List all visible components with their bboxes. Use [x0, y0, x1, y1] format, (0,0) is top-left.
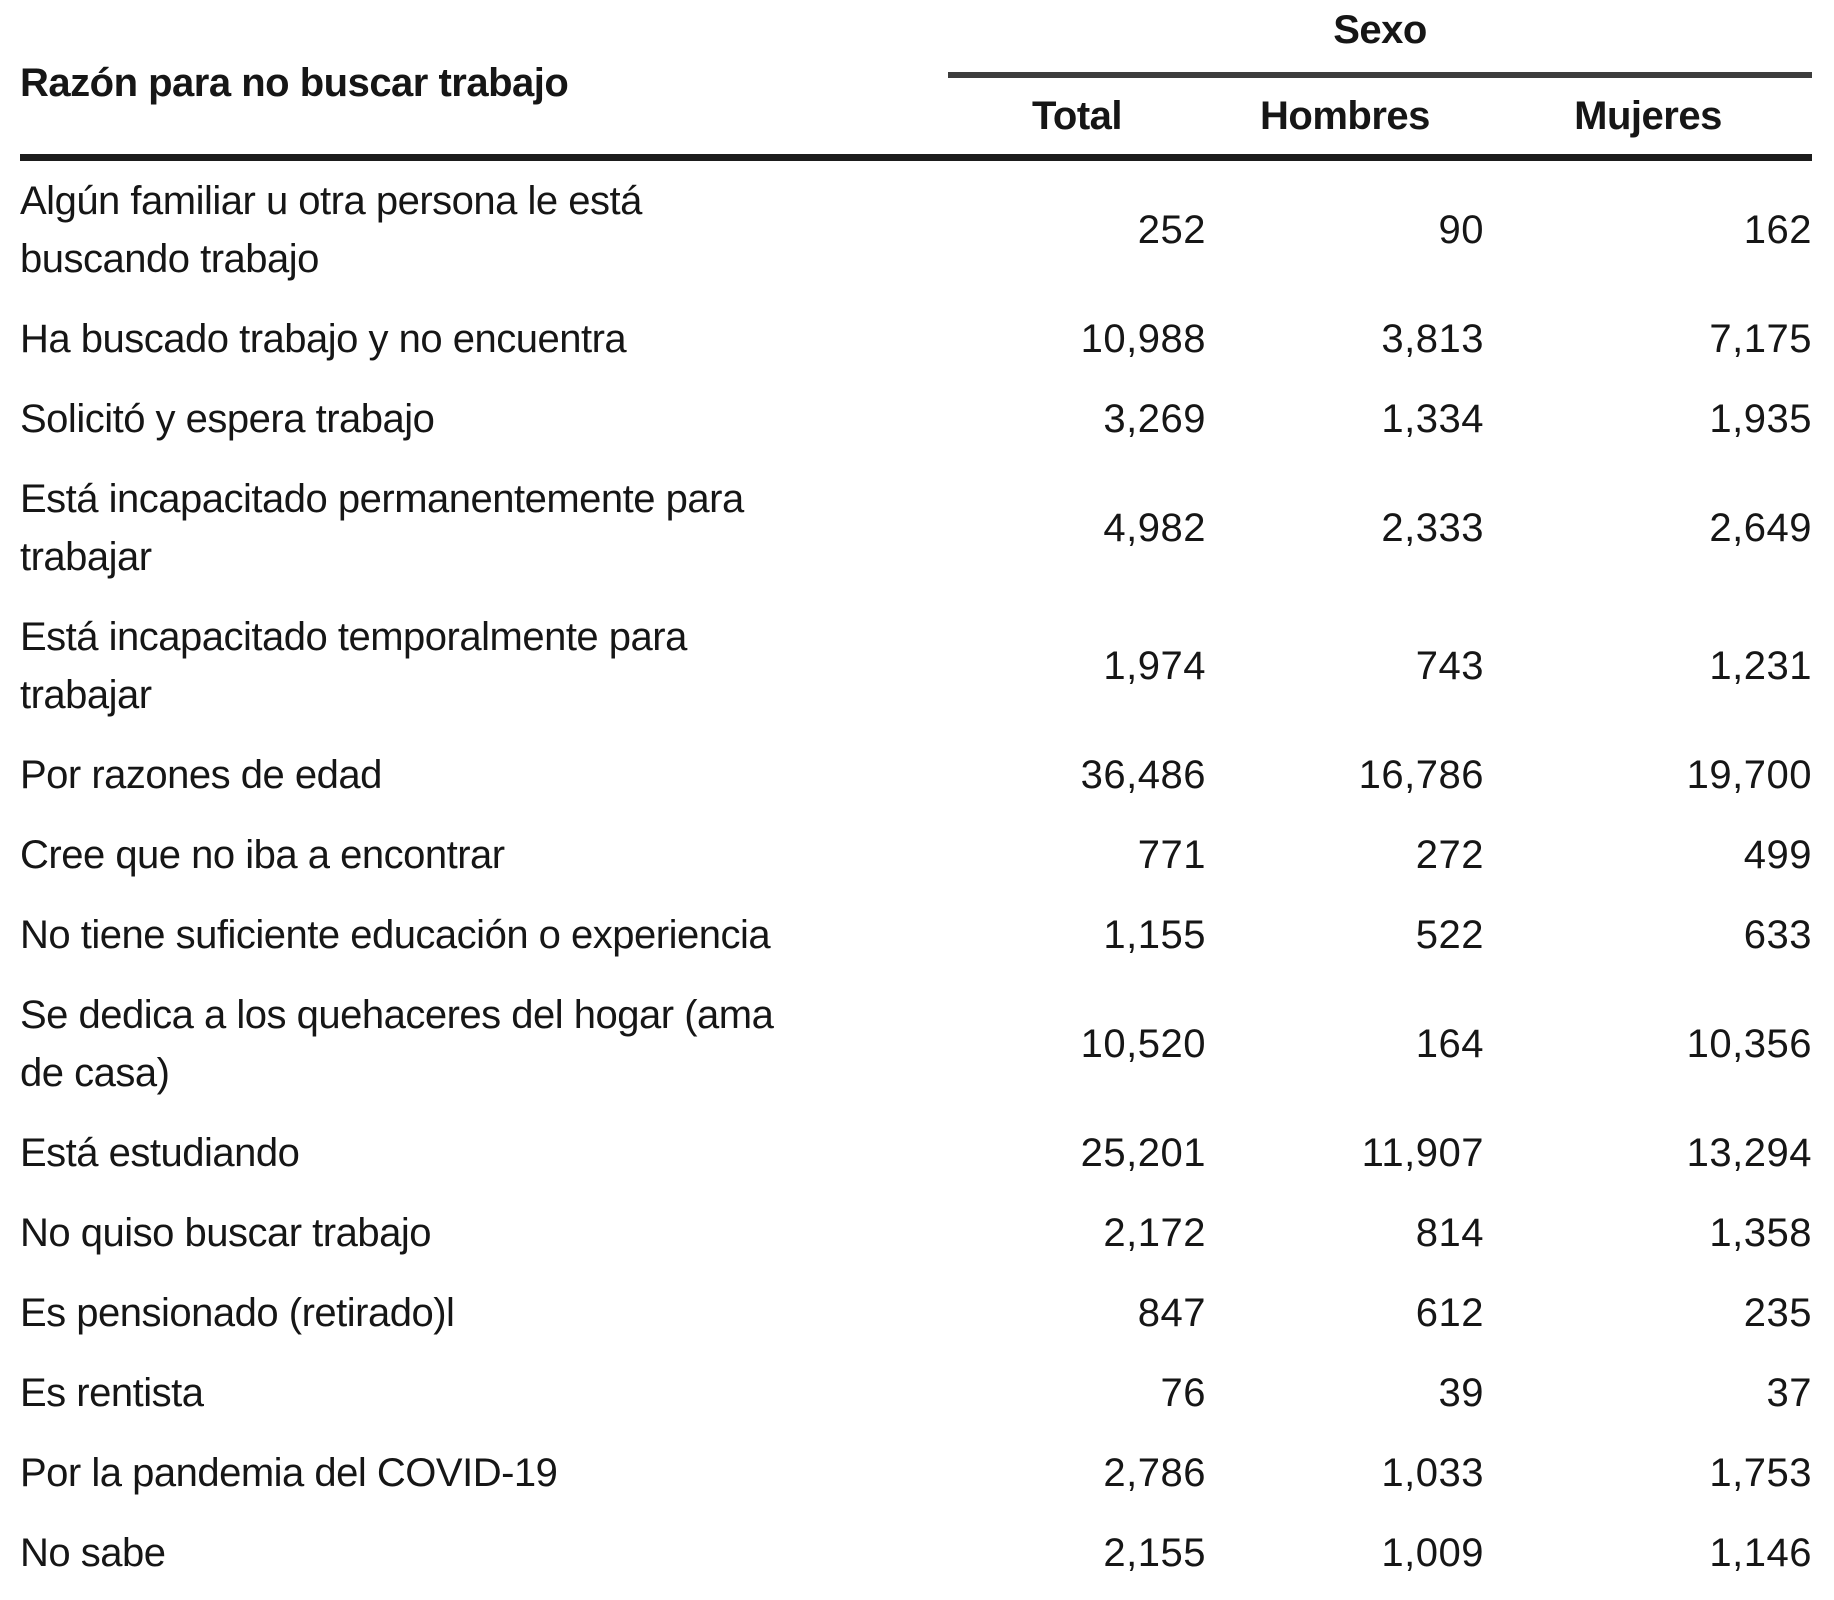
table-row: Está estudiando 25,201 11,907 13,294: [20, 1113, 1812, 1193]
row-mujeres-value: 13,294: [1686, 1131, 1812, 1175]
row-hombres-value: 164: [1415, 1022, 1484, 1066]
row-reason-label: Algún familiar u otra persona le está bu…: [20, 179, 642, 281]
row-mujeres-value: 1,231: [1709, 644, 1812, 688]
row-mujeres-value: 1,753: [1709, 1451, 1812, 1495]
row-total-value: 2,155: [1103, 1531, 1206, 1575]
row-total-value: 10,988: [1080, 317, 1206, 361]
table-row: Por la pandemia del COVID-19 2,786 1,033…: [20, 1433, 1812, 1513]
row-hombres-value: 522: [1415, 913, 1484, 957]
row-hombres-value: 1,009: [1381, 1531, 1484, 1575]
row-mujeres-value: 633: [1743, 913, 1812, 957]
row-reason-label: Se dedica a los quehaceres del hogar (am…: [20, 993, 774, 1095]
row-total-value: 3,269: [1103, 397, 1206, 441]
row-mujeres-value: 2,649: [1709, 506, 1812, 550]
row-hombres-value: 39: [1438, 1371, 1484, 1415]
sexo-group-header: Sexo: [948, 4, 1812, 78]
row-total-value: 76: [1160, 1371, 1206, 1415]
row-reason-label: Está incapacitado permanentemente para t…: [20, 477, 744, 579]
row-mujeres-value: 162: [1743, 208, 1812, 252]
reasons-by-sex-table: Razón para no buscar trabajo Sexo Total …: [20, 4, 1812, 1593]
row-reason-label: Por razones de edad: [20, 753, 382, 797]
table-row: Cree que no iba a encontrar 771 272 499: [20, 815, 1812, 895]
table-body: Algún familiar u otra persona le está bu…: [20, 158, 1812, 1594]
table-header: Razón para no buscar trabajo Sexo Total …: [20, 4, 1812, 161]
table-row: Es rentista 76 39 37: [20, 1353, 1812, 1433]
row-reason-label: No quiso buscar trabajo: [20, 1211, 431, 1255]
row-mujeres-value: 499: [1743, 833, 1812, 877]
reason-column-header: Razón para no buscar trabajo: [20, 4, 948, 161]
row-hombres-value: 814: [1415, 1211, 1484, 1255]
row-total-value: 4,982: [1103, 506, 1206, 550]
row-reason-label: No tiene suficiente educación o experien…: [20, 913, 771, 957]
row-hombres-value: 1,334: [1381, 397, 1484, 441]
row-total-value: 1,974: [1103, 644, 1206, 688]
table-row: Está incapacitado permanentemente para t…: [20, 459, 1812, 597]
row-total-value: 252: [1137, 208, 1206, 252]
row-total-value: 771: [1137, 833, 1206, 877]
row-total-value: 2,172: [1103, 1211, 1206, 1255]
row-hombres-value: 2,333: [1381, 506, 1484, 550]
row-total-value: 1,155: [1103, 913, 1206, 957]
row-hombres-value: 272: [1415, 833, 1484, 877]
row-mujeres-value: 37: [1766, 1371, 1812, 1415]
row-reason-label: Es rentista: [20, 1371, 204, 1415]
row-hombres-value: 1,033: [1381, 1451, 1484, 1495]
row-reason-label: Cree que no iba a encontrar: [20, 833, 505, 877]
table-row: No sabe 2,155 1,009 1,146: [20, 1513, 1812, 1593]
table-row: Solicitó y espera trabajo 3,269 1,334 1,…: [20, 379, 1812, 459]
row-reason-label: Está estudiando: [20, 1131, 300, 1175]
column-header-row: Total Hombres Mujeres: [20, 75, 1812, 161]
hombres-column-header: Hombres: [1206, 75, 1484, 161]
total-column-header: Total: [948, 75, 1206, 161]
table-row: No tiene suficiente educación o experien…: [20, 895, 1812, 975]
row-total-value: 25,201: [1080, 1131, 1206, 1175]
row-hombres-value: 3,813: [1381, 317, 1484, 361]
row-mujeres-value: 10,356: [1686, 1022, 1812, 1066]
row-hombres-value: 11,907: [1361, 1131, 1484, 1175]
table-row: Es pensionado (retirado)l 847 612 235: [20, 1273, 1812, 1353]
row-reason-label: Por la pandemia del COVID-19: [20, 1451, 558, 1495]
row-total-value: 10,520: [1080, 1022, 1206, 1066]
table-row: Está incapacitado temporalmente para tra…: [20, 597, 1812, 735]
table-row: Ha buscado trabajo y no encuentra 10,988…: [20, 299, 1812, 379]
row-total-value: 36,486: [1080, 753, 1206, 797]
row-total-value: 2,786: [1103, 1451, 1206, 1495]
row-hombres-value: 16,786: [1358, 753, 1484, 797]
table-row: Algún familiar u otra persona le está bu…: [20, 158, 1812, 300]
row-mujeres-value: 1,935: [1709, 397, 1812, 441]
row-mujeres-value: 7,175: [1709, 317, 1812, 361]
row-hombres-value: 612: [1415, 1291, 1484, 1335]
row-reason-label: No sabe: [20, 1531, 166, 1575]
row-reason-label: Está incapacitado temporalmente para tra…: [20, 615, 687, 717]
table-row: Se dedica a los quehaceres del hogar (am…: [20, 975, 1812, 1113]
table-row: Por razones de edad 36,486 16,786 19,700: [20, 735, 1812, 815]
row-mujeres-value: 235: [1743, 1291, 1812, 1335]
row-reason-label: Ha buscado trabajo y no encuentra: [20, 317, 627, 361]
row-reason-label: Solicitó y espera trabajo: [20, 397, 435, 441]
table-row: No quiso buscar trabajo 2,172 814 1,358: [20, 1193, 1812, 1273]
row-mujeres-value: 19,700: [1686, 753, 1812, 797]
row-mujeres-value: 1,358: [1709, 1211, 1812, 1255]
row-mujeres-value: 1,146: [1709, 1531, 1812, 1575]
mujeres-column-header: Mujeres: [1484, 75, 1812, 161]
row-reason-label: Es pensionado (retirado)l: [20, 1291, 455, 1335]
row-hombres-value: 90: [1438, 208, 1484, 252]
row-hombres-value: 743: [1415, 644, 1484, 688]
row-total-value: 847: [1137, 1291, 1206, 1335]
group-header-row: Razón para no buscar trabajo Sexo: [20, 4, 1812, 161]
